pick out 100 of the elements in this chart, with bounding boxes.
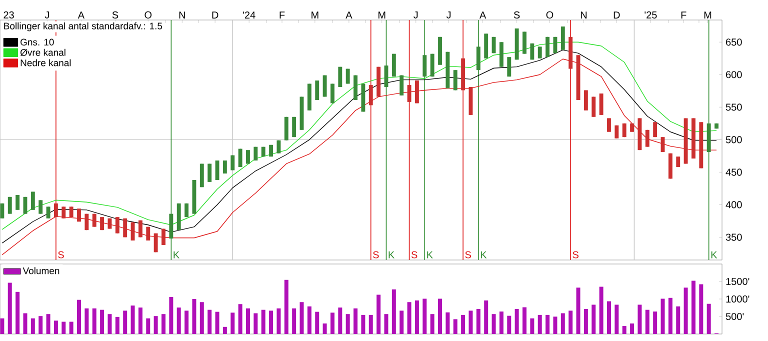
candlestick [77,208,81,222]
x-tick-label: A [346,12,352,18]
bar [492,314,496,334]
candlestick [38,200,43,214]
bar [307,306,312,334]
bar [130,306,135,334]
x-tick-label: F [681,12,686,18]
y-tick-label: 600 [726,71,742,78]
bar [507,316,512,334]
candlestick [368,84,373,106]
bar [200,302,204,334]
x-tick-label: '25 [644,11,657,18]
legend-label: Gns. 10 [20,38,54,46]
bar [54,320,58,334]
legend-label: Øvre kanal [20,48,66,56]
x-tick-label: A [479,12,486,18]
ref-line-label: S [373,251,379,258]
candlestick [453,70,458,91]
bar [576,288,580,334]
bar [292,308,296,334]
bar [269,310,274,334]
candlestick [284,116,288,141]
x-tick-label: N [580,12,587,18]
y-tick-label: 650 [726,38,742,46]
bar [691,280,696,334]
candlestick [330,83,334,104]
bar [338,308,342,334]
bar [284,280,288,334]
y-tick-label: 350 [726,234,742,241]
bar [77,300,82,334]
candlestick [614,125,619,139]
candlestick [653,122,658,138]
candlestick [46,206,50,219]
candlestick [146,226,150,241]
x-tick-label: M [704,12,712,18]
bar [215,312,220,334]
legend-label: Nedre kanal [20,59,71,66]
x-tick-label: 23 [4,11,14,18]
bar [8,282,12,334]
bar [461,314,466,334]
bar [192,299,196,334]
x-tick-label: A [78,12,85,18]
candlestick [0,203,4,219]
x-tick-label: J [44,11,49,18]
x-tick-label: M [378,12,386,18]
bar [584,308,588,334]
bar [84,308,89,334]
bar [154,316,158,334]
candlestick [246,150,250,164]
bar [530,318,534,334]
candlestick [400,74,404,96]
candlestick [560,26,565,50]
bar [438,298,442,334]
candlestick [407,85,412,102]
x-tick-label: S [112,11,118,18]
y-tick-label: 400 [726,201,742,208]
bar [414,300,419,334]
bar [453,319,458,334]
bar [330,312,334,334]
candlestick [315,80,320,100]
bar [499,312,504,334]
y-tick-label: 550 [726,104,742,111]
bar [546,314,550,334]
bar [123,310,128,334]
candlestick [100,216,104,230]
y-tick-label: 1000' [726,295,750,303]
bar [684,288,688,334]
x-tick-label: N [179,12,185,18]
ref-line-label: K [427,251,433,258]
ref-line-label: K [388,251,395,258]
ref-line-label: S [58,251,64,258]
x-tick-label: '24 [243,11,256,18]
x-tick-label: J [414,11,418,18]
bar [430,314,434,334]
candlestick [16,194,20,210]
bar [222,326,227,334]
y-tick-label: 500 [726,136,742,144]
bar [538,314,542,334]
bar [146,318,150,334]
legend-label: Volumen [22,267,60,274]
ref-line-label: S [572,251,579,258]
candlestick [599,93,604,116]
y-tick-label: 500' [726,312,744,320]
bar [62,322,66,334]
x-tick-label: D [614,12,620,18]
bar [92,308,96,334]
bar [246,308,250,334]
bar [660,298,665,334]
bar [522,307,526,334]
bar [16,292,20,334]
bar [384,314,388,334]
x-tick-label: O [546,11,554,18]
candlestick [238,148,242,168]
ref-line-label: S [465,251,471,258]
bar [476,308,480,334]
bar [614,304,619,334]
candlestick [338,66,342,88]
bar [30,318,35,334]
bar [376,294,381,334]
bar [568,310,573,334]
